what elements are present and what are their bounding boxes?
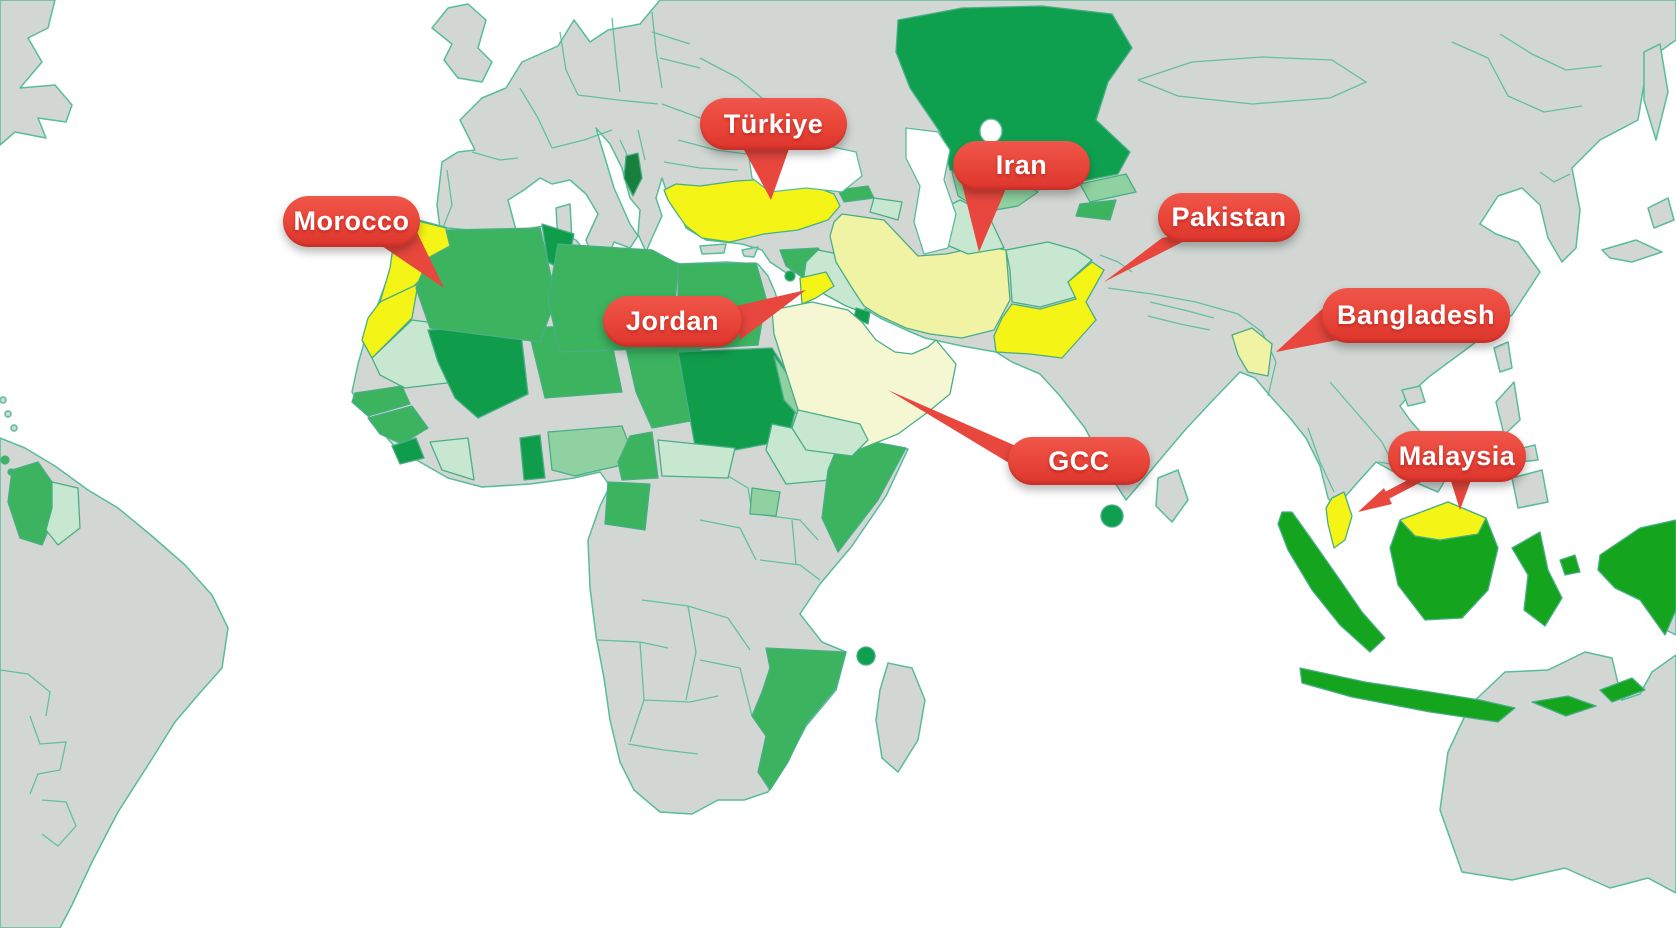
tail-turkiye <box>742 146 790 200</box>
country-togo-benin[interactable] <box>519 434 546 481</box>
callout-iran: Iran <box>953 141 1090 190</box>
country-cameroon[interactable] <box>617 431 659 481</box>
country-lebanon-marker[interactable] <box>784 270 796 282</box>
island-crete <box>699 243 727 255</box>
island-luzon <box>1495 381 1521 436</box>
callout-gcc: GCC <box>1008 437 1150 485</box>
callout-label: Bangladesh <box>1336 300 1496 330</box>
tail-iran <box>962 184 1008 252</box>
caspian-sea <box>905 127 957 255</box>
country-indonesia-lesser-sunda[interactable] <box>1531 695 1597 717</box>
island-japan-honshu <box>1647 197 1675 229</box>
callout-label: Iran <box>995 150 1048 180</box>
island-taiwan <box>1493 341 1513 373</box>
landmass-south-america <box>0 437 229 928</box>
callout-label: Jordan <box>625 306 720 336</box>
country-jordan[interactable] <box>799 271 835 305</box>
callout-label: Malaysia <box>1398 441 1516 471</box>
callout-label: Pakistan <box>1171 202 1287 232</box>
country-somalia[interactable] <box>821 435 907 553</box>
landmass-british-isles <box>431 3 493 83</box>
island-sakhalin <box>1643 43 1669 141</box>
island-japan-west <box>1601 239 1663 263</box>
island-antilles-3 <box>10 424 18 432</box>
country-antilles-green-2[interactable] <box>7 468 15 476</box>
country-nigeria[interactable] <box>547 425 637 477</box>
country-yemen[interactable] <box>791 409 869 457</box>
country-antilles-green-1[interactable] <box>0 455 10 465</box>
country-kuwait[interactable] <box>853 307 871 325</box>
country-indonesia-sulawesi[interactable] <box>1511 531 1563 627</box>
country-malaysia-peninsula[interactable] <box>1325 491 1353 549</box>
country-tajikistan[interactable] <box>1075 199 1117 221</box>
country-pakistan[interactable] <box>993 261 1105 359</box>
country-maldives-marker[interactable] <box>1100 504 1124 528</box>
country-central-african-republic[interactable] <box>657 439 736 479</box>
aral-sea <box>979 118 1003 144</box>
tail-malaysia-arrowhead <box>1358 488 1392 512</box>
callout-label: GCC <box>1048 445 1110 476</box>
country-sierra-leone[interactable] <box>391 437 425 465</box>
country-gabon-congo[interactable] <box>604 481 651 531</box>
country-azerbaijan[interactable] <box>869 197 903 221</box>
country-kyrgyzstan[interactable] <box>1079 173 1137 203</box>
tail-jordan <box>736 290 806 340</box>
country-mozambique[interactable] <box>751 647 847 791</box>
country-uganda[interactable] <box>749 487 781 517</box>
island-antilles-2 <box>4 410 12 418</box>
country-bangladesh[interactable] <box>1231 327 1273 377</box>
landmass-madagascar <box>875 662 926 773</box>
callout-jordan: Jordan <box>603 296 742 347</box>
callout-label: Morocco <box>293 206 410 236</box>
tail-gcc <box>888 390 1044 484</box>
country-indonesia-moluccas[interactable] <box>1559 554 1581 576</box>
tail-pakistan <box>1104 230 1206 282</box>
country-algeria[interactable] <box>415 227 557 343</box>
country-albania[interactable] <box>623 152 643 197</box>
country-suriname[interactable] <box>45 481 81 546</box>
island-hainan <box>1401 385 1426 407</box>
callout-malaysia: Malaysia <box>1388 431 1526 482</box>
island-mindanao <box>1511 469 1549 509</box>
country-comoros-marker[interactable] <box>856 646 876 666</box>
island-sri-lanka <box>1155 469 1189 523</box>
island-cyprus <box>741 246 759 258</box>
country-turkiye[interactable] <box>663 178 841 243</box>
country-malaysia-borneo[interactable] <box>1399 501 1487 541</box>
callout-morocco: Morocco <box>283 196 420 247</box>
country-ivory-coast[interactable] <box>429 437 475 481</box>
callout-pakistan: Pakistan <box>1158 193 1300 242</box>
country-indonesia-papua[interactable] <box>1597 519 1676 636</box>
country-senegal[interactable] <box>351 385 411 417</box>
callout-turkiye: Türkiye <box>700 98 847 150</box>
country-indonesia-sumatra[interactable] <box>1277 511 1386 653</box>
country-guinea[interactable] <box>367 405 429 445</box>
callout-bangladesh: Bangladesh <box>1322 288 1510 343</box>
callout-label: Türkiye <box>723 108 824 139</box>
island-antilles-1 <box>0 396 7 404</box>
country-indonesia-java[interactable] <box>1299 667 1516 723</box>
country-indonesia-timor[interactable] <box>1599 677 1646 703</box>
landmass-north-america <box>0 0 73 146</box>
country-iran[interactable] <box>829 213 1011 339</box>
